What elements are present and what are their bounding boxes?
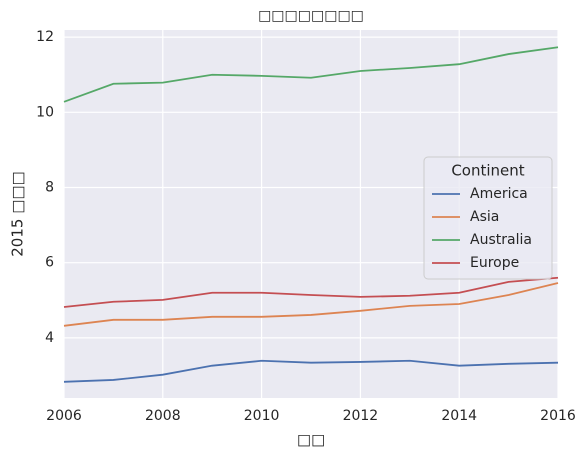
legend-label: America [470,186,528,202]
y-tick-label: 6 [45,255,54,271]
y-tick-label: 12 [36,29,54,45]
legend-label: Asia [470,209,499,225]
series-line [63,282,559,327]
y-tick-label: 4 [45,330,54,346]
x-tick-label: 2016 [540,408,576,424]
x-tick-label: 2006 [46,408,82,424]
legend-label: Europe [470,255,519,271]
x-axis-label: □□ [297,431,325,449]
x-tick-label: 2010 [244,408,280,424]
y-tick-label: 10 [36,104,54,120]
legend-box [423,156,553,280]
y-tick-label: 8 [45,179,54,195]
chart-title: □□□□□□□□ [258,8,364,24]
x-tick-label: 2012 [343,408,379,424]
series-line [63,359,559,383]
y-axis-label: 2015 □□□ [9,171,27,256]
x-tick-label: 2008 [145,408,181,424]
series-line [63,46,559,103]
legend-title: Continent [451,162,524,180]
legend-label: Australia [470,232,532,248]
series-line [63,276,559,308]
x-tick-label: 2014 [441,408,477,424]
